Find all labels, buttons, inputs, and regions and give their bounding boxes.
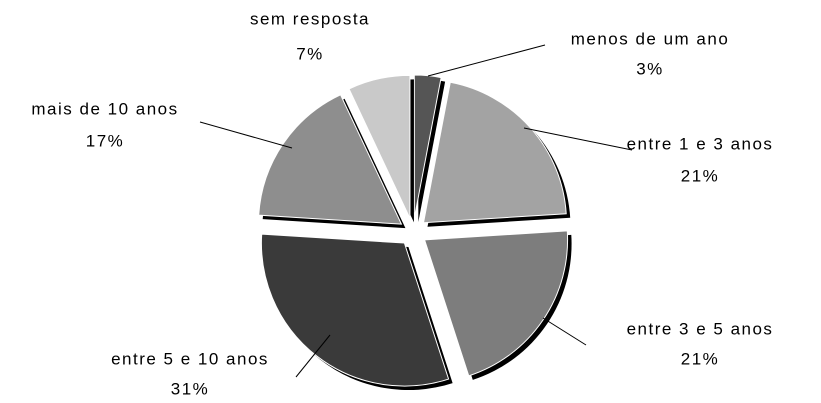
slice-label: menos de um ano	[571, 29, 730, 48]
slice	[423, 230, 569, 377]
slice	[413, 74, 442, 219]
slice	[348, 74, 411, 219]
slice	[258, 94, 403, 225]
value-label: 21%	[681, 349, 720, 368]
value-label: 31%	[171, 379, 210, 398]
leader-line	[427, 44, 546, 77]
slice-label: entre 5 e 10 anos	[111, 349, 269, 368]
value-label: 7%	[296, 44, 324, 63]
value-label: 3%	[636, 59, 664, 78]
slice	[260, 233, 450, 387]
value-label: 17%	[86, 131, 125, 150]
slice-label: sem resposta	[250, 9, 370, 28]
leader-line	[523, 127, 633, 151]
slice-label: entre 3 e 5 anos	[627, 319, 774, 338]
slice-label: entre 1 e 3 anos	[627, 134, 774, 153]
leader-line	[542, 317, 587, 346]
leader-line	[199, 121, 293, 149]
leader-line	[295, 334, 331, 378]
value-label: 21%	[681, 166, 720, 185]
slice	[422, 81, 567, 224]
slice-label: mais de 10 anos	[31, 99, 178, 118]
